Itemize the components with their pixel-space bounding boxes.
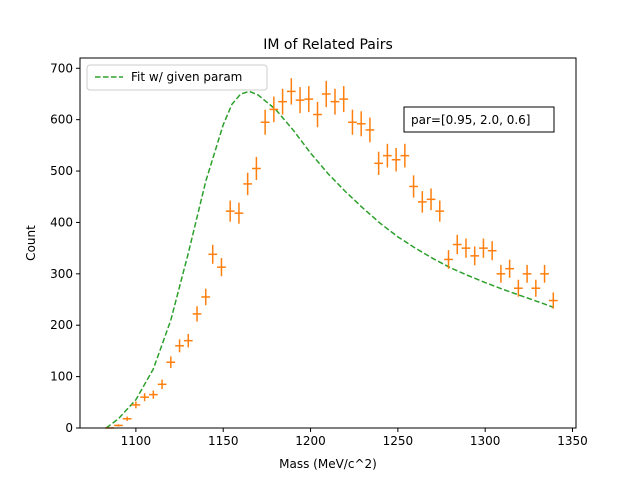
data-point (540, 264, 549, 283)
data-point (470, 246, 480, 266)
data-point (444, 250, 453, 269)
y-tick-label: 0 (65, 421, 73, 435)
data-point (365, 117, 375, 143)
data-point (339, 86, 349, 113)
data-point (175, 339, 184, 353)
annotation: par=[0.95, 2.0, 0.6] (403, 106, 555, 133)
data-point (522, 264, 532, 283)
x-tick-label: 1200 (295, 434, 326, 448)
data-point (400, 143, 410, 168)
data-point (166, 356, 176, 369)
x-tick-label: 1100 (121, 434, 152, 448)
data-point (269, 96, 279, 123)
y-tick-label: 300 (50, 267, 73, 281)
data-point (487, 241, 497, 261)
data-point (548, 292, 558, 309)
data-point (260, 109, 270, 135)
data-point (330, 88, 340, 115)
y-tick-label: 400 (50, 215, 73, 229)
data-point (321, 80, 331, 108)
data-point (252, 156, 261, 181)
data-point (426, 188, 436, 211)
legend-entry-fit: Fit w/ given param (131, 70, 242, 84)
y-axis-label: Count (24, 225, 38, 261)
data-point (356, 111, 366, 137)
annotation-text: par=[0.95, 2.0, 0.6] (411, 113, 530, 127)
data-point (391, 148, 401, 172)
data-point (148, 390, 158, 399)
data-point (201, 288, 211, 306)
y-tick-label: 200 (50, 318, 73, 332)
data-point (479, 238, 488, 258)
data-point (348, 109, 357, 135)
legend: Fit w/ given param (86, 64, 268, 91)
data-point (435, 200, 445, 222)
data-point (505, 259, 514, 278)
data-point (278, 88, 287, 115)
annotation-box (403, 106, 555, 133)
data-point (183, 333, 193, 348)
data-point (417, 191, 427, 213)
y-tick-label: 600 (50, 113, 73, 127)
data-point (496, 264, 506, 283)
data-point (243, 172, 253, 196)
data-point (122, 416, 132, 421)
y-tick-label: 500 (50, 164, 73, 178)
data-point (157, 379, 167, 390)
y-tick-label: 100 (50, 370, 73, 384)
chart-title: IM of Related Pairs (263, 37, 393, 53)
data-point (383, 143, 392, 168)
data-point (140, 393, 149, 402)
data-point (114, 424, 123, 427)
legend-box (86, 64, 268, 91)
plot-frame (79, 57, 577, 429)
data-point (304, 86, 314, 113)
data-point (531, 279, 541, 297)
data-point (217, 258, 226, 277)
data-point (409, 175, 418, 198)
x-tick-label: 1250 (383, 434, 414, 448)
data-point (452, 234, 462, 255)
data-point (313, 101, 322, 128)
data-layer (105, 78, 558, 429)
x-tick-label: 1350 (557, 434, 588, 448)
x-tick-label: 1300 (470, 434, 501, 448)
data-point (234, 202, 244, 224)
data-point (374, 151, 384, 176)
x-tick-label: 1150 (208, 434, 239, 448)
data-point (461, 238, 471, 258)
y-tick-label: 700 (50, 61, 73, 75)
data-point (192, 306, 202, 322)
data-point (514, 279, 523, 297)
data-point (295, 87, 305, 114)
data-point (208, 244, 218, 264)
x-axis-label: Mass (MeV/c^2) (279, 457, 377, 471)
ticks-layer: 1100 1150 1200 1250 1300 1350 0 100 200 300 400 500… (50, 61, 588, 448)
data-point (286, 78, 296, 105)
data-point (225, 200, 235, 222)
data-point (131, 401, 141, 409)
